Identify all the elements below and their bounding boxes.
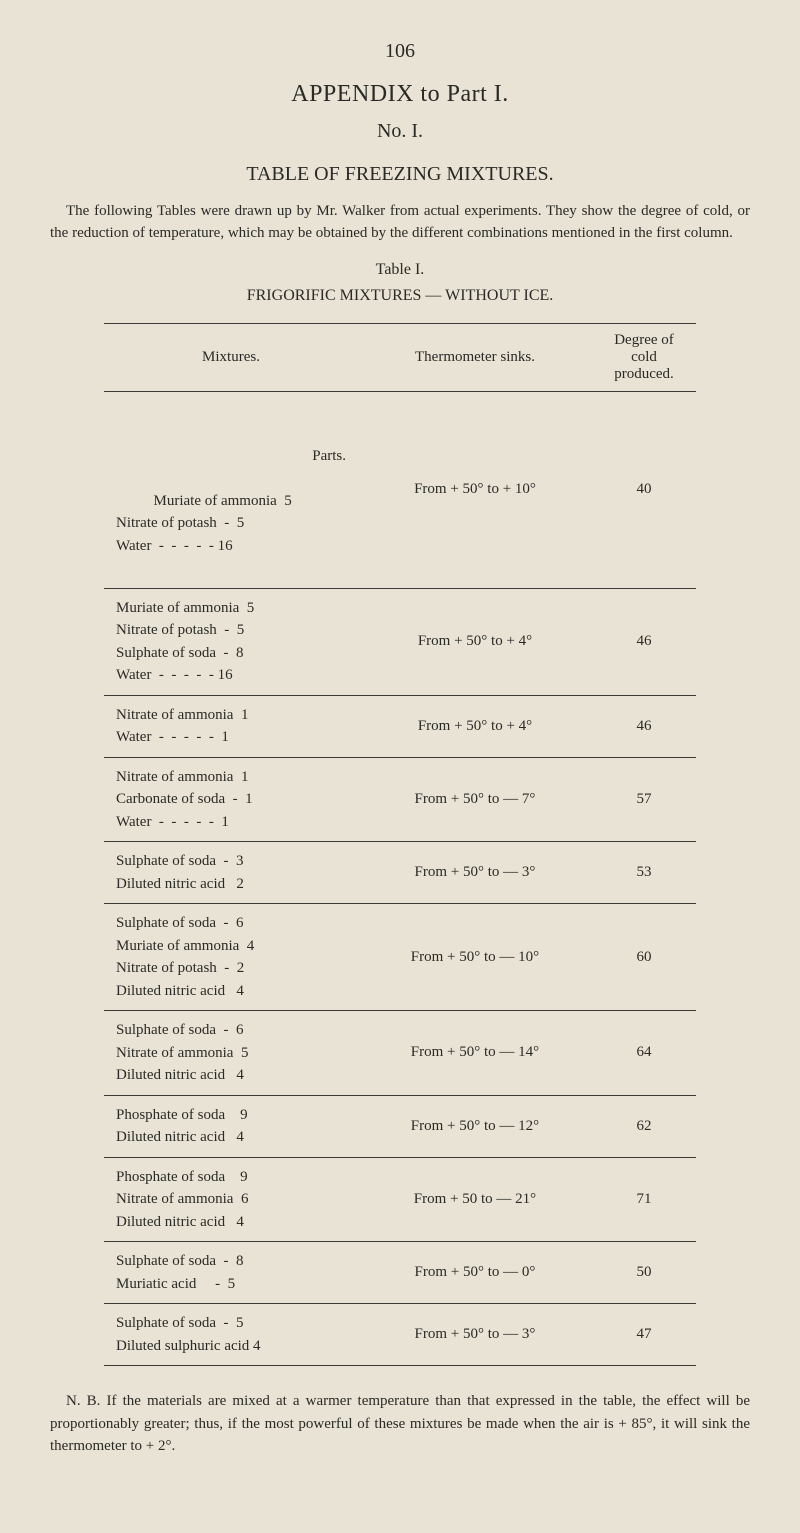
cell-mixture: Nitrate of ammonia 1 Water - - - - - 1 [104, 695, 358, 757]
cell-mixture: Sulphate of soda - 5 Diluted sulphuric a… [104, 1304, 358, 1366]
col-header-thermometer: Thermometer sinks. [358, 323, 592, 391]
table-row: Sulphate of soda - 6 Nitrate of ammonia … [104, 1011, 696, 1096]
cell-degree: 53 [592, 842, 696, 904]
appendix-number: No. I. [50, 120, 750, 143]
frigorific-table: Mixtures. Thermometer sinks. Degree of c… [104, 323, 696, 1367]
cell-mixture: Muriate of ammonia 5 Nitrate of potash -… [104, 588, 358, 695]
cell-mixture: Sulphate of soda - 3 Diluted nitric acid… [104, 842, 358, 904]
cell-mixture: Sulphate of soda - 6 Nitrate of ammonia … [104, 1011, 358, 1096]
intro-paragraph: The following Tables were drawn up by Mr… [50, 201, 750, 245]
page: 106 APPENDIX to Part I. No. I. TABLE OF … [0, 0, 800, 1533]
cell-mixture: Parts. Muriate of ammonia 5 Nitrate of p… [104, 391, 358, 588]
col-header-degree: Degree of cold produced. [592, 323, 696, 391]
cell-mixture: Sulphate of soda - 8 Muriatic acid - 5 [104, 1242, 358, 1304]
cell-mixture: Sulphate of soda - 6 Muriate of ammonia … [104, 904, 358, 1011]
table-row: Sulphate of soda - 8 Muriatic acid - 5 F… [104, 1242, 696, 1304]
cell-degree: 46 [592, 588, 696, 695]
cell-degree: 47 [592, 1304, 696, 1366]
section-heading: TABLE OF FREEZING MIXTURES. [50, 163, 750, 186]
cell-thermometer: From + 50° to — 12° [358, 1095, 592, 1157]
table-header-row: Mixtures. Thermometer sinks. Degree of c… [104, 323, 696, 391]
cell-thermometer: From + 50° to — 3° [358, 1304, 592, 1366]
cell-degree: 62 [592, 1095, 696, 1157]
col-header-mixtures: Mixtures. [104, 323, 358, 391]
table-row: Muriate of ammonia 5 Nitrate of potash -… [104, 588, 696, 695]
cell-thermometer: From + 50° to — 0° [358, 1242, 592, 1304]
cell-degree: 40 [592, 391, 696, 588]
footnote: N. B. If the materials are mixed at a wa… [50, 1390, 750, 1458]
cell-degree: 71 [592, 1157, 696, 1242]
cell-thermometer: From + 50° to + 4° [358, 588, 592, 695]
table-row: Sulphate of soda - 5 Diluted sulphuric a… [104, 1304, 696, 1366]
page-number: 106 [50, 40, 750, 63]
cell-degree: 50 [592, 1242, 696, 1304]
cell-mixture: Phosphate of soda 9 Diluted nitric acid … [104, 1095, 358, 1157]
cell-degree: 46 [592, 695, 696, 757]
table-label: Table I. [50, 261, 750, 279]
parts-header: Parts. [116, 445, 346, 468]
table-row: Parts. Muriate of ammonia 5 Nitrate of p… [104, 391, 696, 588]
table-row: Phosphate of soda 9 Diluted nitric acid … [104, 1095, 696, 1157]
table-row: Sulphate of soda - 6 Muriate of ammonia … [104, 904, 696, 1011]
cell-mixture: Phosphate of soda 9 Nitrate of ammonia 6… [104, 1157, 358, 1242]
cell-thermometer: From + 50° to — 7° [358, 757, 592, 842]
cell-thermometer: From + 50° to + 10° [358, 391, 592, 588]
cell-degree: 57 [592, 757, 696, 842]
mixture-text: Muriate of ammonia 5 Nitrate of potash -… [116, 493, 292, 554]
table-row: Phosphate of soda 9 Nitrate of ammonia 6… [104, 1157, 696, 1242]
table-row: Nitrate of ammonia 1 Carbonate of soda -… [104, 757, 696, 842]
cell-thermometer: From + 50° to + 4° [358, 695, 592, 757]
cell-degree: 60 [592, 904, 696, 1011]
table-title: FRIGORIFIC MIXTURES — WITHOUT ICE. [50, 287, 750, 305]
table-row: Nitrate of ammonia 1 Water - - - - - 1 F… [104, 695, 696, 757]
cell-thermometer: From + 50° to — 3° [358, 842, 592, 904]
cell-thermometer: From + 50° to — 10° [358, 904, 592, 1011]
cell-mixture: Nitrate of ammonia 1 Carbonate of soda -… [104, 757, 358, 842]
table-row: Sulphate of soda - 3 Diluted nitric acid… [104, 842, 696, 904]
cell-thermometer: From + 50 to — 21° [358, 1157, 592, 1242]
appendix-title: APPENDIX to Part I. [50, 81, 750, 108]
cell-thermometer: From + 50° to — 14° [358, 1011, 592, 1096]
cell-degree: 64 [592, 1011, 696, 1096]
